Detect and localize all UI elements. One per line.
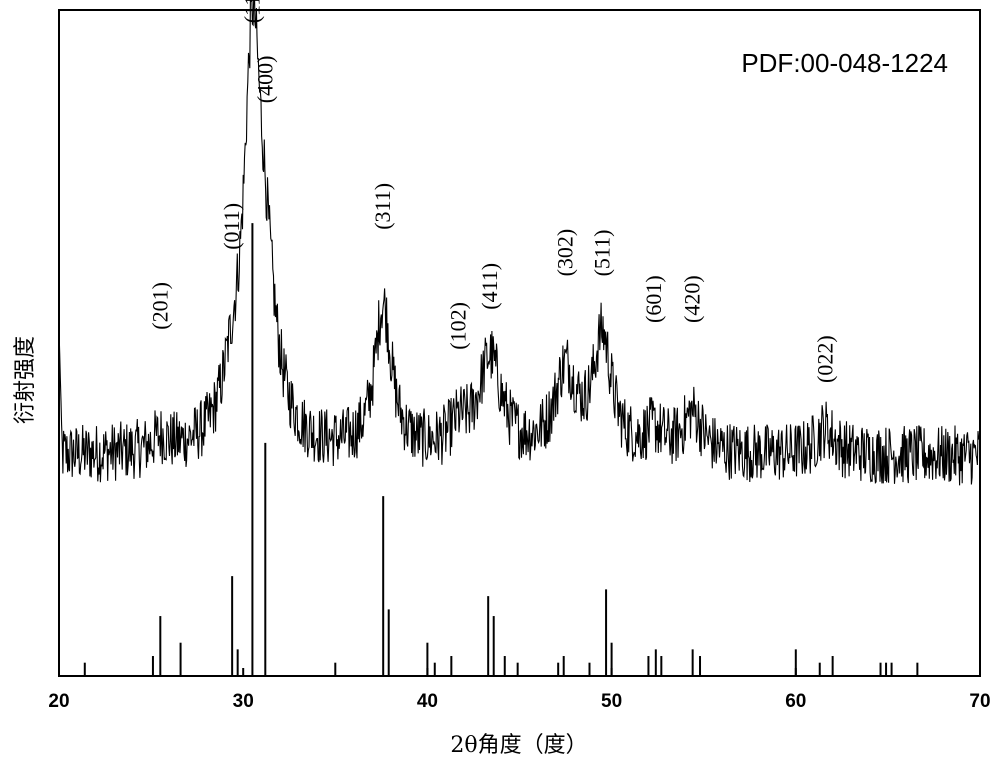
peak-label: (102): [446, 302, 471, 350]
peak-label: (511): [589, 230, 614, 277]
x-tick-label: 60: [785, 691, 806, 712]
x-tick-label: 40: [417, 691, 438, 712]
x-tick-label: 50: [601, 691, 622, 712]
x-tick-label: 30: [233, 691, 254, 712]
peak-label: (420): [680, 275, 705, 323]
peak-label: (011): [219, 203, 244, 250]
peak-label: (302): [553, 229, 578, 277]
peak-labels: (201) (011) (111) (400) (311) (102)(411) (302)…: [147, 0, 837, 383]
peak-label: (411): [477, 263, 502, 310]
peak-label: (601): [641, 275, 666, 323]
reference-card-annotation: PDF:00-048-1224: [741, 48, 948, 78]
xrd-pattern-line: [58, 0, 981, 486]
x-tick-label: 20: [48, 691, 69, 712]
peak-label: (400): [252, 56, 277, 104]
peak-label: (201): [147, 282, 172, 330]
y-axis-label: 衍射强度: [13, 336, 38, 424]
x-axis-ticks: 20 30 40 50 60 70: [48, 668, 991, 712]
peak-label: (111): [239, 0, 264, 23]
plot-frame: [58, 9, 981, 677]
peak-label: (311): [370, 183, 395, 230]
peak-label: (022): [812, 335, 837, 383]
x-tick-label: 70: [969, 691, 990, 712]
x-axis-label: 2θ角度（度）: [450, 733, 587, 758]
